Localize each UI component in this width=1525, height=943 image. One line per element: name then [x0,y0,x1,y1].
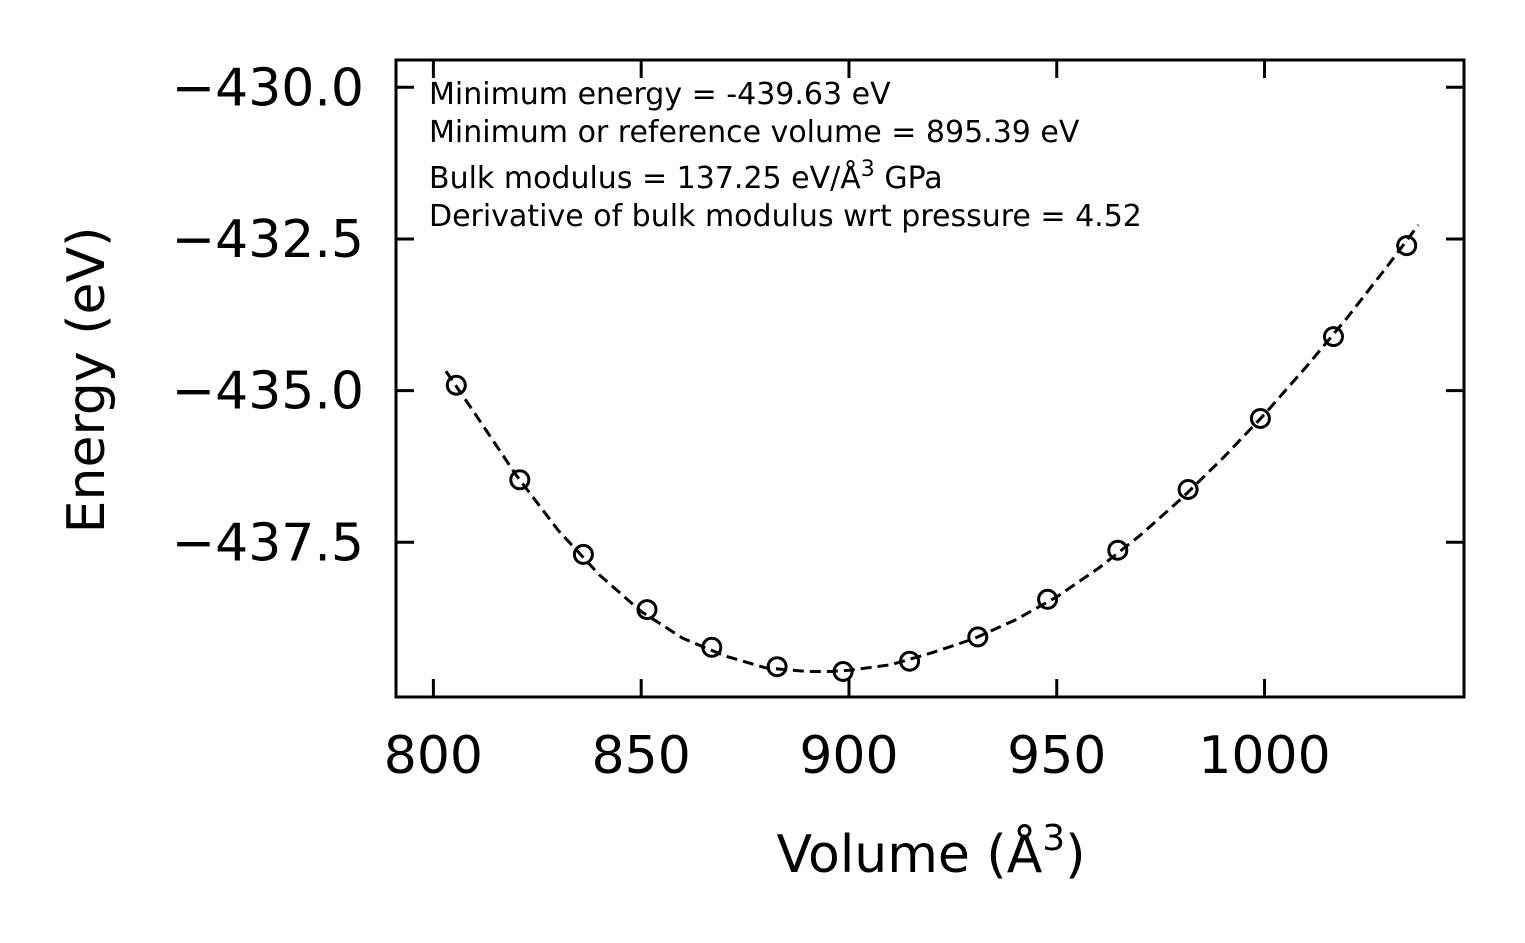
data-point [1037,588,1059,610]
fit-curve-layer [444,224,1420,673]
data-point [572,543,594,565]
annotation-min-volume: Minimum or reference volume = 895.39 eV [429,115,1080,150]
x-tick-label: 950 [1007,726,1106,786]
data-point [1249,408,1271,429]
data-point [766,656,788,678]
y-axis-label: Energy (eV) [57,227,117,534]
annotation-bulk-modulus-sup: 3 [861,157,875,182]
annotation-bulk-modulus: Bulk modulus = 137.25 eV/Å3 GPa [429,157,943,196]
data-point [1323,326,1344,348]
data-point [1396,235,1418,257]
plot-frame [394,58,1466,699]
ticks-layer: 800 850 900 950 1000 −430.0 −432.5 −435.0 −437.5 [172,58,1464,786]
data-point [832,661,854,682]
x-axis-label-text: Volume (Å [777,823,1043,885]
x-tick-label: 900 [799,726,898,786]
y-tick-label: −437.5 [172,513,364,573]
annotation-bulk-modulus-text: Bulk modulus = 137.25 eV/Å [429,160,861,196]
annotation-min-energy: Minimum energy = -439.63 eV [429,77,891,112]
data-point [636,599,658,621]
x-tick-label: 800 [384,726,483,786]
y-tick-label: −432.5 [172,210,364,270]
data-point [509,469,531,491]
fit-curve-line [444,224,1420,673]
data-point [1177,479,1199,500]
data-point [1107,539,1129,561]
data-point [701,636,723,658]
y-tick-label: −430.0 [172,58,364,118]
data-point [899,650,921,672]
x-axis-label: Volume (Å3) [777,818,1086,885]
x-tick-label: 1000 [1198,726,1330,786]
data-points-layer [445,235,1418,682]
x-axis-label-sup: 3 [1042,818,1065,859]
y-tick-label: −435.0 [172,362,364,422]
x-tick-label: 850 [592,726,691,786]
data-point [967,626,989,648]
x-axis-label-suffix: ) [1065,825,1085,885]
annotation-bulk-modulus-unit: GPa [875,161,943,196]
data-point [445,374,467,396]
annotation-bulk-derivative: Derivative of bulk modulus wrt pressure … [429,199,1142,234]
